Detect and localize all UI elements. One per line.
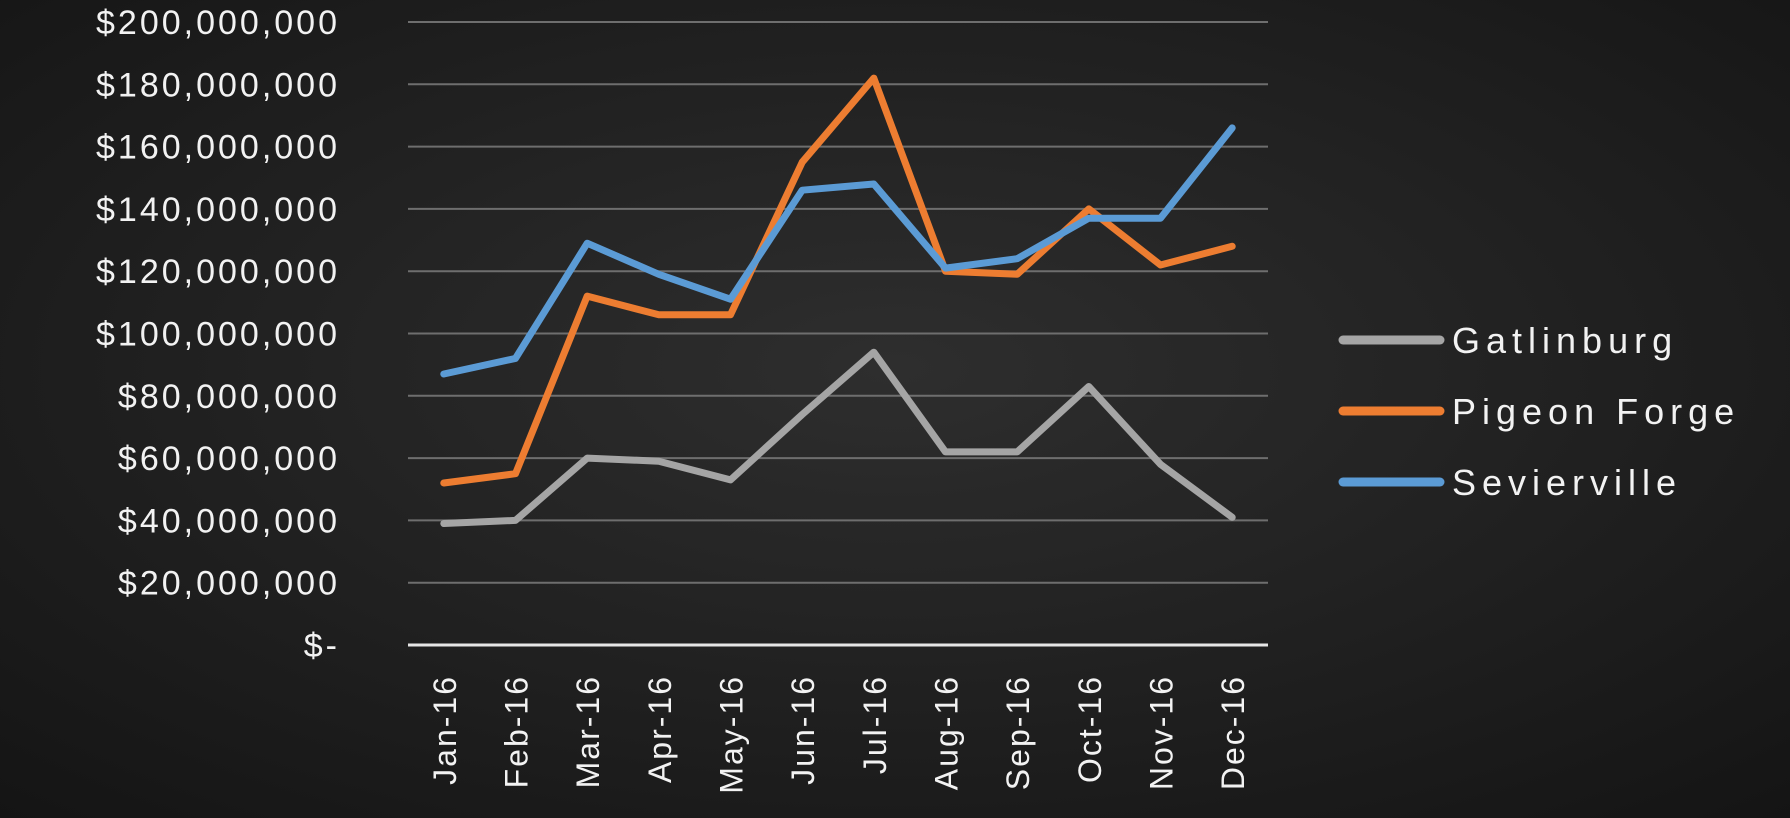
y-tick-label: $160,000,000 [96, 129, 340, 167]
series-line-gatlinburg [440, 348, 1236, 527]
x-tick-label: Oct-16 [1072, 675, 1108, 783]
y-axis-tick-labels: $- $20,000,000 $40,000,000 $60,000,000 $80,0… [96, 4, 340, 665]
x-tick-label: Apr-16 [642, 675, 678, 783]
legend-label: Sevierville [1452, 462, 1682, 503]
legend-label: Gatlinburg [1452, 320, 1678, 361]
y-tick-label: $- [304, 627, 340, 665]
x-tick-label: Mar-16 [570, 675, 606, 788]
y-tick-label: $100,000,000 [96, 316, 340, 354]
y-tick-label: $40,000,000 [118, 502, 340, 540]
x-tick-label: Feb-16 [499, 675, 535, 788]
series-lines [440, 74, 1236, 527]
x-tick-label: Jan-16 [427, 675, 463, 785]
x-tick-label: May-16 [714, 675, 750, 794]
x-axis-tick-labels: Jan-16 Feb-16 Mar-16 Apr-16 May-16 Jun-16 Jul-… [427, 675, 1251, 794]
y-tick-label: $20,000,000 [118, 565, 340, 603]
x-tick-label: Nov-16 [1144, 675, 1180, 790]
y-tick-label: $140,000,000 [96, 191, 340, 229]
x-tick-label: Dec-16 [1215, 675, 1251, 790]
x-tick-label: Aug-16 [929, 675, 965, 790]
grid-lines [408, 21, 1268, 584]
x-tick-label: Sep-16 [1000, 675, 1036, 790]
x-tick-label: Jun-16 [785, 675, 821, 785]
legend-label: Pigeon Forge [1452, 391, 1740, 432]
y-tick-label: $120,000,000 [96, 253, 340, 291]
y-tick-label: $180,000,000 [96, 66, 340, 104]
y-tick-label: $60,000,000 [118, 440, 340, 478]
y-tick-label: $200,000,000 [96, 4, 340, 42]
series-line-sevierville [440, 124, 1236, 378]
y-tick-label: $80,000,000 [118, 378, 340, 416]
x-tick-label: Jul-16 [857, 675, 893, 774]
legend: Gatlinburg Pigeon Forge Sevierville [1338, 320, 1740, 503]
